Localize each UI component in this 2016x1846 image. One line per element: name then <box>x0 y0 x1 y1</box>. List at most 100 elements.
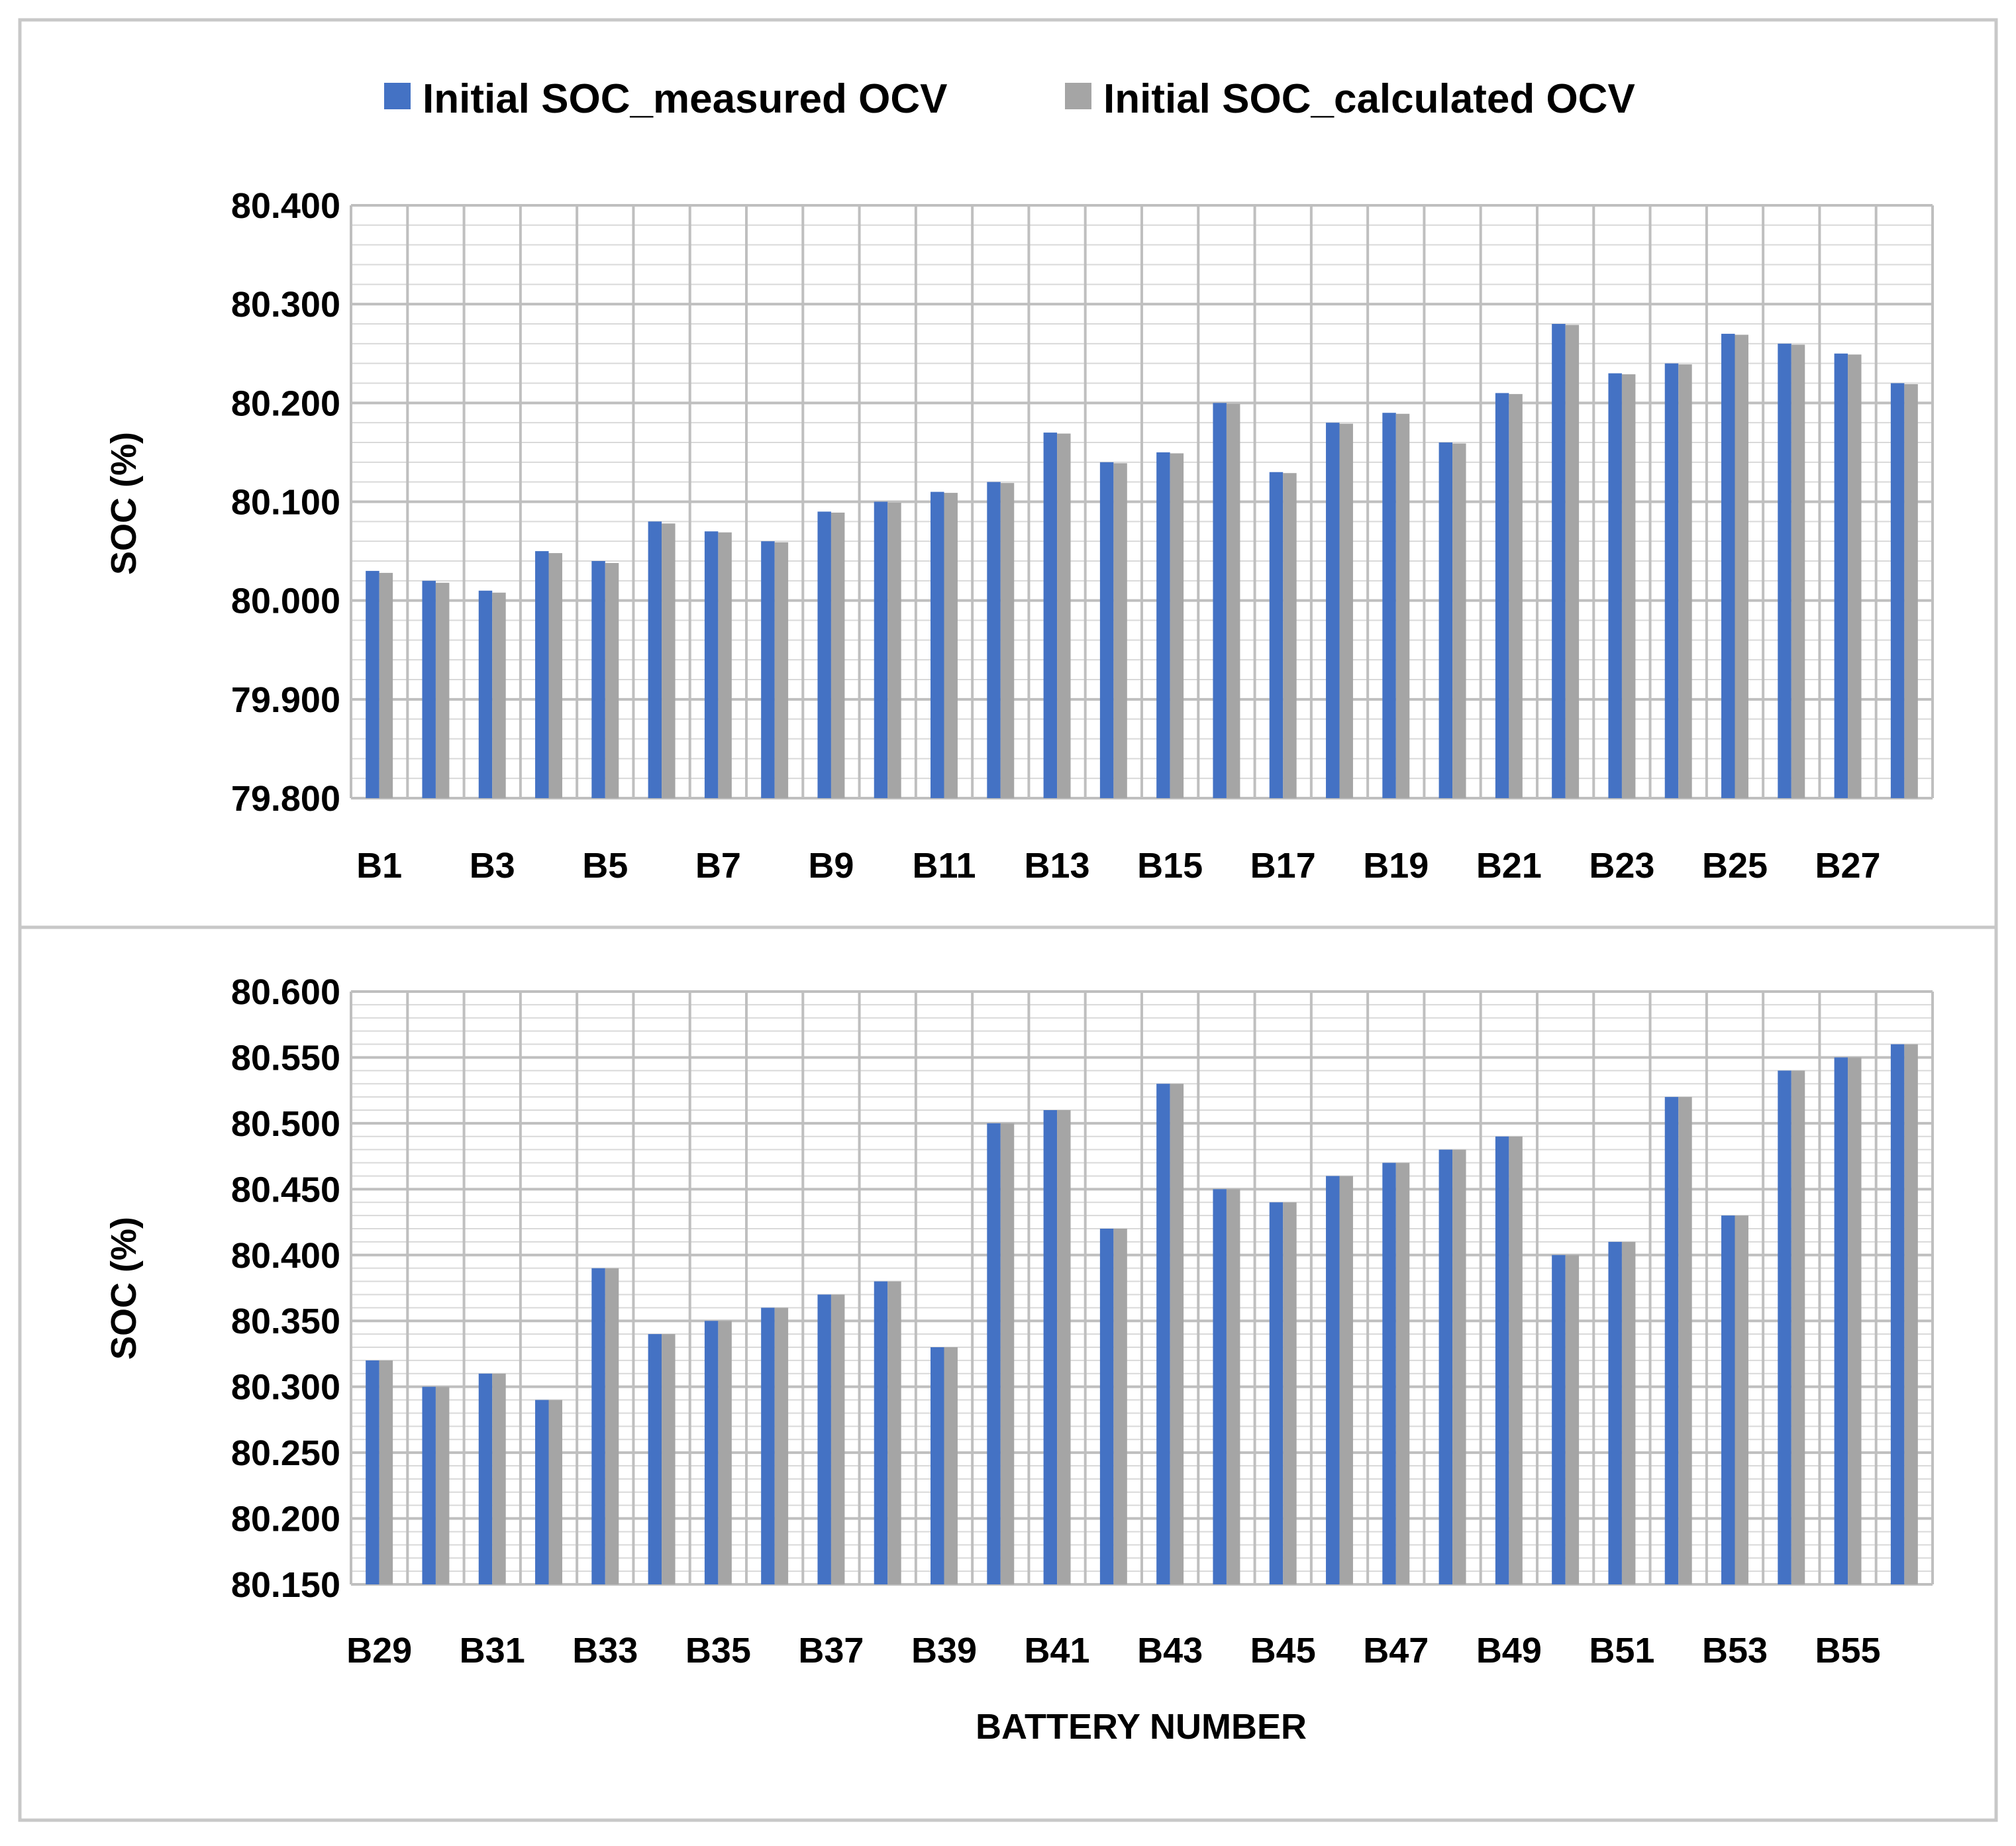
bar-calculated <box>887 1281 901 1584</box>
bar-measured <box>704 1321 719 1584</box>
bar-calculated <box>1791 1070 1805 1584</box>
x-tick-label: B23 <box>1589 846 1654 886</box>
bar-calculated <box>1565 1255 1580 1584</box>
bar-calculated <box>1904 384 1918 798</box>
bar-calculated <box>1000 1123 1015 1584</box>
bar-measured <box>1721 333 1735 799</box>
bar-measured <box>648 521 662 798</box>
x-tick-label: B37 <box>798 1631 864 1670</box>
bar-measured <box>1608 373 1622 798</box>
bar-measured <box>987 1123 1001 1584</box>
bar-measured <box>704 531 719 798</box>
x-tick-label: B15 <box>1137 846 1203 886</box>
bar-measured <box>1382 413 1396 798</box>
bar-measured <box>1834 1057 1848 1584</box>
bar-calculated <box>774 1308 789 1584</box>
bar-measured <box>422 580 436 798</box>
bar-measured <box>761 541 775 798</box>
bar-measured <box>478 1373 493 1584</box>
x-tick-label: B45 <box>1250 1631 1316 1670</box>
bar-measured <box>422 1386 436 1584</box>
bar-measured <box>987 482 1001 798</box>
bar-calculated <box>1904 1044 1918 1584</box>
y-tick-label: 80.150 <box>231 1565 340 1605</box>
bar-calculated <box>1735 334 1748 798</box>
bar-measured <box>1382 1162 1396 1584</box>
bar-calculated <box>1509 393 1523 798</box>
x-tick-label: B11 <box>912 846 976 886</box>
bar-calculated <box>605 1268 619 1584</box>
bar-calculated <box>887 502 901 798</box>
legend-swatch-measured <box>384 83 411 109</box>
bar-measured <box>1552 1255 1566 1584</box>
bar-measured <box>1156 1084 1170 1584</box>
bar-calculated <box>1791 344 1805 798</box>
bar-calculated <box>944 1347 958 1584</box>
bar-calculated <box>1113 1229 1127 1584</box>
bar-measured <box>1213 1189 1227 1584</box>
bottom-chart-y-axis: 80.150 80.200 80.250 80.300 80.350 80.400 80.4… <box>231 972 340 1605</box>
bar-measured <box>366 1360 379 1584</box>
y-tick-label: 80.300 <box>231 1368 340 1408</box>
bar-calculated <box>1848 354 1862 798</box>
bar-calculated <box>1339 1176 1353 1584</box>
x-tick-label: B7 <box>695 846 741 886</box>
bottom-chart-bars <box>366 1044 1918 1584</box>
bar-calculated <box>1452 443 1466 798</box>
x-tick-label: B3 <box>470 846 515 886</box>
bar-calculated <box>435 1386 450 1584</box>
x-tick-label: B9 <box>808 846 854 886</box>
bar-calculated <box>492 592 506 798</box>
bar-measured <box>931 1347 944 1584</box>
x-tick-label: B17 <box>1250 846 1316 886</box>
x-tick-label: B27 <box>1815 846 1881 886</box>
bar-calculated <box>492 1373 506 1584</box>
bar-calculated <box>1621 374 1636 798</box>
x-tick-label: B13 <box>1025 846 1090 886</box>
y-tick-label: 80.550 <box>231 1038 340 1078</box>
bar-measured <box>1664 1097 1679 1584</box>
y-tick-label: 80.000 <box>231 582 340 621</box>
bar-measured <box>1890 1044 1905 1584</box>
bar-calculated <box>944 493 958 798</box>
bar-calculated <box>831 512 845 798</box>
bar-measured <box>1326 423 1340 798</box>
y-tick-label: 80.350 <box>231 1302 340 1341</box>
x-tick-label: B53 <box>1702 1631 1768 1670</box>
bar-measured <box>931 491 944 798</box>
bar-calculated <box>1452 1149 1466 1584</box>
bar-calculated <box>1170 453 1184 798</box>
bar-calculated <box>1057 1110 1071 1584</box>
y-tick-label: 79.900 <box>231 680 340 720</box>
bar-calculated <box>774 542 789 798</box>
bar-measured <box>1552 324 1566 798</box>
bottom-chart-x-axis-title: BATTERY NUMBER <box>976 1707 1307 1747</box>
bar-calculated <box>1226 403 1240 798</box>
bar-calculated <box>1170 1084 1184 1584</box>
x-tick-label: B49 <box>1476 1631 1542 1670</box>
bar-calculated <box>662 1334 676 1584</box>
bar-measured <box>1156 452 1170 798</box>
x-tick-label: B47 <box>1363 1631 1429 1670</box>
y-tick-label: 80.400 <box>231 186 340 226</box>
bar-calculated <box>1057 433 1071 798</box>
y-tick-label: 80.450 <box>231 1170 340 1209</box>
bar-measured <box>535 551 549 798</box>
bar-measured <box>817 1294 831 1584</box>
bar-measured <box>366 570 379 798</box>
bar-measured <box>591 561 605 798</box>
legend: Initial SOC_measured OCV Initial SOC_cal… <box>384 76 1635 122</box>
x-tick-label: B55 <box>1815 1631 1881 1670</box>
bar-measured <box>1438 442 1453 798</box>
x-tick-label: B33 <box>572 1631 638 1670</box>
top-chart-y-axis-title: SOC (%) <box>104 432 144 575</box>
x-tick-label: B5 <box>582 846 628 886</box>
bar-calculated <box>1678 364 1692 798</box>
top-chart-bars <box>366 324 1918 799</box>
x-tick-label: B21 <box>1476 846 1542 886</box>
bar-measured <box>1495 393 1509 798</box>
bottom-chart-x-axis: B29 B31 B33 B35 B37 B39 B41 B43 B45 B47 B49 B51 B53 B… <box>346 1631 1880 1670</box>
bar-measured <box>1834 353 1848 798</box>
bar-calculated <box>1565 325 1580 798</box>
